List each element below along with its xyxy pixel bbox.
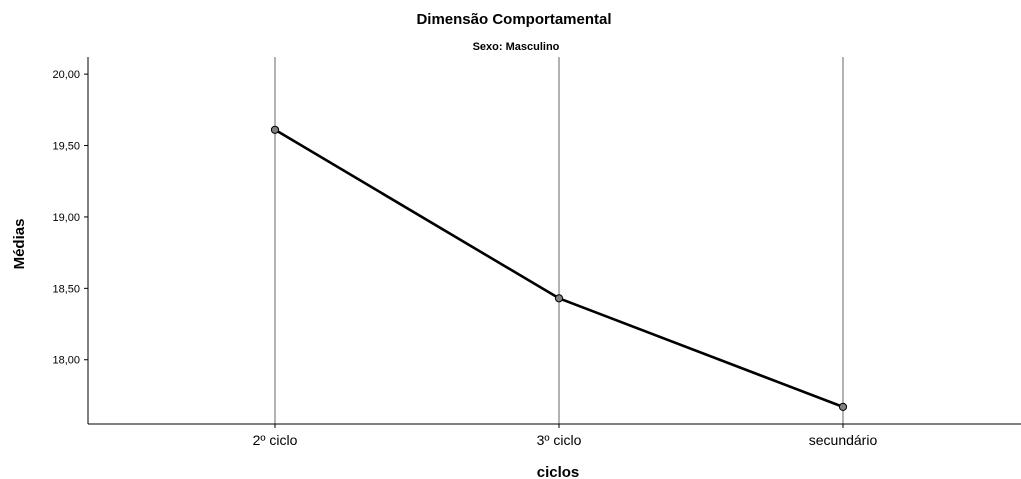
- chart-subtitle: Sexo: Masculino: [473, 41, 560, 53]
- y-tick-label: 18,50: [52, 283, 80, 295]
- x-axis-label: ciclos: [537, 464, 580, 479]
- y-tick-label: 20,00: [52, 69, 80, 81]
- x-tick-label: 2º ciclo: [253, 432, 298, 448]
- y-tick-label: 19,50: [52, 141, 80, 153]
- data-point: [270, 125, 280, 134]
- chart-title: Dimensão Comportamental: [416, 11, 611, 28]
- y-tick-label: 19,00: [52, 212, 80, 224]
- data-point: [554, 294, 564, 303]
- y-tick-label: 18,00: [52, 355, 80, 367]
- x-tick-label: secundário: [809, 432, 878, 448]
- data-point: [838, 402, 848, 411]
- y-axis-label: Médias: [11, 219, 28, 270]
- x-tick-label: 3º ciclo: [537, 432, 582, 448]
